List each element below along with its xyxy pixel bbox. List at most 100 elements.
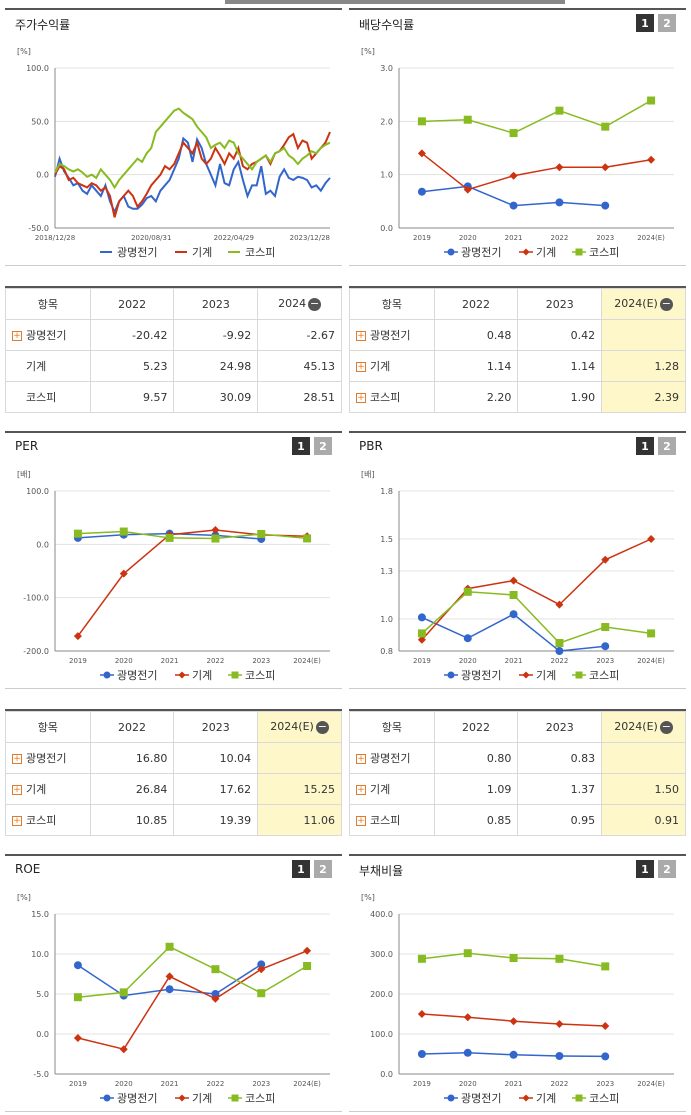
panel-title: PBR — [359, 439, 383, 453]
view-1-button[interactable]: 1 — [636, 437, 654, 455]
table-header: 2022 — [89, 711, 175, 743]
point-1 — [417, 187, 426, 196]
chart-debt-ratio: [%] 400.0 300.0 200.0 100.0 0.0 2019 2020 2021 20… — [361, 893, 674, 1105]
view-2-button[interactable]: 2 — [658, 437, 676, 455]
legend-label: 코스피 — [245, 1092, 275, 1105]
expand-plus-icon[interactable]: + — [356, 393, 366, 403]
point-1 — [555, 1052, 564, 1060]
collapse-minus-icon[interactable]: − — [659, 296, 673, 311]
table-cell: 1.28 — [601, 350, 686, 382]
view-2-button[interactable]: 2 — [658, 860, 676, 878]
point-3 — [647, 629, 656, 638]
row-name-label: 광명전기 — [26, 329, 67, 342]
x-tick-label: 2023 — [252, 657, 270, 665]
expand-plus-icon[interactable]: + — [12, 816, 22, 826]
table-cell: 1.09 — [433, 773, 519, 805]
point-3 — [73, 529, 82, 538]
point-3 — [601, 962, 610, 971]
expand-plus-icon[interactable]: + — [356, 785, 366, 795]
table-cell — [257, 742, 342, 774]
table-header: 항목 — [5, 288, 91, 320]
expand-plus-icon[interactable]: + — [12, 785, 22, 795]
legend-label: 광명전기 — [117, 1092, 157, 1105]
table-header: 2023 — [173, 711, 259, 743]
view-1-button[interactable]: 1 — [636, 860, 654, 878]
view-1-button[interactable]: 1 — [292, 860, 310, 878]
row-name-label: 기계 — [26, 783, 47, 796]
collapse-minus-icon[interactable]: − — [315, 719, 329, 734]
table-cell: 19.39 — [173, 804, 259, 836]
row-name: 코스피 — [5, 381, 91, 413]
point-2 — [509, 1017, 518, 1026]
panel-title: PER — [15, 439, 39, 453]
legend-marker — [522, 248, 530, 256]
series-line-3 — [77, 945, 308, 998]
x-tick-label: 2019 — [413, 657, 431, 665]
expand-plus-icon[interactable]: + — [356, 362, 366, 372]
point-1 — [165, 985, 174, 994]
expand-plus-icon[interactable]: + — [12, 754, 22, 764]
row-name-label: 코스피 — [26, 814, 57, 827]
row-name: + 광명전기 — [349, 319, 435, 351]
point-2 — [509, 576, 518, 585]
view-1-button[interactable]: 1 — [292, 437, 310, 455]
row-name: + 광명전기 — [349, 742, 435, 774]
table-header: 항목 — [349, 711, 435, 743]
y-tick-label: 5.0 — [36, 990, 49, 999]
x-tick-label: 2024(E) — [637, 1080, 665, 1088]
legend-marker — [103, 671, 111, 679]
collapse-minus-icon[interactable]: − — [308, 296, 322, 311]
table-cell: 0.95 — [517, 804, 603, 836]
series-line-2 — [54, 131, 331, 218]
point-3 — [211, 965, 220, 974]
x-tick-label: 2022 — [551, 657, 569, 665]
x-tick-label: 2020 — [459, 1080, 477, 1088]
row-name: + 광명전기 — [5, 742, 91, 774]
point-2 — [647, 535, 656, 543]
point-3 — [509, 129, 518, 138]
panel-title: 배당수익률 — [359, 18, 415, 32]
panel-title: 부채비율 — [359, 864, 404, 878]
y-tick-label: 0.8 — [380, 647, 393, 656]
table-header: 2024− — [257, 288, 342, 320]
y-unit-label: [%] — [17, 47, 31, 56]
series-line-2 — [77, 529, 308, 637]
point-3 — [647, 96, 656, 105]
series-line-1 — [421, 613, 606, 652]
point-3 — [257, 529, 266, 538]
y-tick-label: 0.0 — [380, 1070, 393, 1079]
collapse-minus-icon[interactable]: − — [659, 719, 673, 734]
table-row: + 코스피 2.20 1.90 2.39 — [349, 381, 686, 413]
legend-marker — [231, 671, 239, 679]
expand-plus-icon[interactable]: + — [356, 816, 366, 826]
table-row: + 코스피 10.85 19.39 11.06 — [5, 804, 342, 836]
table-row: + 광명전기 -20.42 -9.92 -2.67 — [5, 319, 342, 351]
legend-label: 광명전기 — [461, 1092, 501, 1105]
chart-dividend: [%] 3.0 2.0 1.0 0.0 2019 2020 2021 2022 2023 2024(… — [361, 47, 674, 259]
point-3 — [463, 949, 472, 958]
x-tick-label: 2024(E) — [293, 1080, 321, 1088]
view-2-button[interactable]: 2 — [314, 860, 332, 878]
legend-label: 코스피 — [589, 246, 619, 259]
y-tick-label: -100.0 — [23, 594, 49, 603]
table-cell: 0.83 — [517, 742, 603, 774]
x-tick-label: 2024(E) — [637, 657, 665, 665]
point-2 — [463, 185, 472, 194]
point-1 — [211, 990, 220, 998]
expand-plus-icon[interactable]: + — [356, 331, 366, 341]
expand-plus-icon[interactable]: + — [356, 754, 366, 764]
y-tick-label: 1.0 — [380, 615, 393, 624]
legend-marker — [447, 248, 455, 256]
view-1-button[interactable]: 1 — [636, 14, 654, 32]
view-2-button[interactable]: 2 — [314, 437, 332, 455]
legend-marker — [231, 1094, 239, 1102]
panel-stock-return: 주가수익률 [%] 100.0 50.0 0.0 -50.0 2018/12/28 2020… — [5, 8, 342, 266]
expand-plus-icon[interactable]: + — [12, 331, 22, 341]
table-cell: 17.62 — [173, 773, 259, 805]
view-2-button[interactable]: 2 — [658, 14, 676, 32]
row-name-label: 기계 — [370, 360, 391, 373]
table-cell: 2.20 — [433, 381, 519, 413]
y-tick-label: 100.0 — [26, 64, 49, 73]
legend-label: 기계 — [536, 246, 556, 259]
point-1 — [601, 201, 610, 210]
